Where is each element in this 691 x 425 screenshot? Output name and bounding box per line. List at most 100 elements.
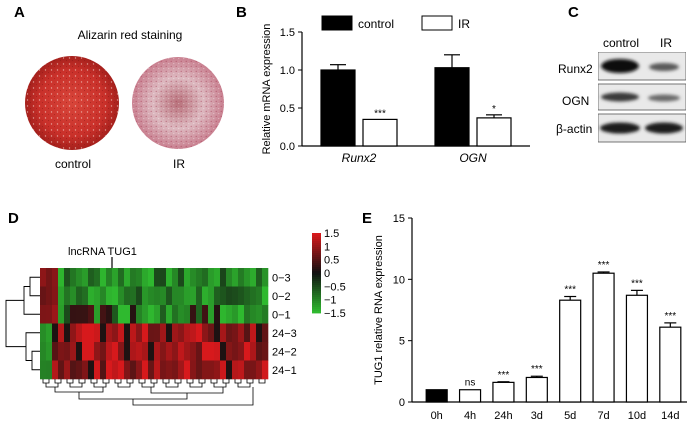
heatmap-cell <box>40 323 47 343</box>
panel-letter-c: C <box>568 4 579 21</box>
heatmap-cell <box>190 323 197 343</box>
heatmap-cell <box>190 268 197 287</box>
b-legend-label: IR <box>458 17 470 31</box>
e-tick-label: 15 <box>393 213 405 225</box>
heatmap-cell <box>100 360 107 380</box>
heatmap-cell <box>250 268 257 287</box>
heatmap-cell <box>46 268 53 287</box>
panel-letter-e: E <box>362 210 373 227</box>
color-scale-segment <box>312 247 321 250</box>
heatmap-cell <box>226 342 233 361</box>
b-legend-label: control <box>358 17 394 31</box>
e-category-label: 3d <box>531 410 543 422</box>
heatmap-cell <box>112 305 119 324</box>
color-scale-segment <box>312 253 321 256</box>
column-dendrogram <box>54 387 104 393</box>
column-dendrogram <box>198 379 206 384</box>
blot-col-control: control <box>602 36 640 50</box>
b-tick-label: 1.5 <box>280 27 295 39</box>
column-dendrogram <box>222 379 230 384</box>
heatmap-cell <box>190 360 197 380</box>
b-bar <box>320 69 356 147</box>
heatmap-cell <box>184 286 191 306</box>
panel-letter-b: B <box>236 4 247 21</box>
column-dendrogram <box>162 379 170 384</box>
heatmap-cell <box>70 342 77 361</box>
heatmap-cell <box>238 305 245 324</box>
color-scale-segment <box>312 283 321 286</box>
color-scale-label: −1 <box>324 295 337 307</box>
heatmap-cell <box>232 268 239 287</box>
heatmap-cell <box>154 268 161 287</box>
color-scale-segment <box>312 287 321 290</box>
color-scale-segment <box>312 267 321 270</box>
band-ogn-ir <box>648 94 680 102</box>
ir-well <box>132 57 224 149</box>
b-bar <box>476 117 512 147</box>
heatmap-cell <box>172 360 179 380</box>
heatmap-cell <box>94 342 101 361</box>
column-dendrogram <box>93 383 107 388</box>
heatmap-cell <box>220 342 227 361</box>
e-bar <box>625 294 649 403</box>
column-dendrogram <box>78 379 86 384</box>
heatmap-row-label: 24−3 <box>272 328 297 340</box>
heatmap-cell <box>202 323 209 343</box>
heatmap-cell <box>244 286 251 306</box>
heatmap-cell <box>118 305 125 324</box>
heatmap-cell <box>94 360 101 380</box>
color-scale-segment <box>312 245 321 248</box>
color-scale-segment <box>312 237 321 240</box>
column-dendrogram <box>69 383 83 388</box>
blot-row-ogn: OGN <box>562 94 590 108</box>
heatmap-cell <box>220 286 227 306</box>
heatmap-cell <box>52 342 59 361</box>
heatmap-row-label: 0−1 <box>272 309 291 321</box>
e-bar <box>458 389 482 403</box>
color-scale-segment <box>312 261 321 264</box>
color-scale-segment <box>312 277 321 280</box>
heatmap-cell <box>136 305 143 324</box>
heatmap-cell <box>148 342 155 361</box>
e-significance: *** <box>664 311 676 322</box>
color-scale-segment <box>312 243 321 246</box>
heatmap-cell <box>202 286 209 306</box>
heatmap-cell <box>172 305 179 324</box>
column-dendrogram <box>54 379 62 384</box>
heatmap-cell <box>196 323 203 343</box>
heatmap-cell <box>40 360 47 380</box>
heatmap-cell <box>148 268 155 287</box>
heatmap-cell <box>220 305 227 324</box>
heatmap-cell <box>190 305 197 324</box>
heatmap-cell <box>94 323 101 343</box>
e-significance: *** <box>598 260 610 271</box>
heatmap-cell <box>262 286 269 306</box>
heatmap-cell <box>232 342 239 361</box>
e-bar <box>659 326 682 403</box>
heatmap-cell <box>124 323 131 343</box>
heatmap-cell <box>214 342 221 361</box>
heatmap-cell <box>58 342 65 361</box>
heatmap-cell <box>160 286 167 306</box>
column-dendrogram <box>141 383 155 388</box>
heatmap-cell <box>82 360 89 380</box>
chart-b: 0.0 0.5 1.0 1.5 Relative mRNA expression cont… <box>261 15 530 165</box>
heatmap-cell <box>100 286 107 306</box>
heatmap-cell <box>214 360 221 380</box>
heatmap-cell <box>148 323 155 343</box>
heatmap-cell <box>46 305 53 324</box>
heatmap-cell <box>196 305 203 324</box>
heatmap-cell <box>172 323 179 343</box>
heatmap-cell <box>64 286 71 306</box>
heatmap-row-label: 0−2 <box>272 291 291 303</box>
heatmap-row-label: 0−3 <box>272 272 291 284</box>
heatmap-annotation: lncRNA TUG1 <box>68 246 137 258</box>
column-dendrogram <box>234 379 242 384</box>
heatmap-cell <box>172 342 179 361</box>
control-well <box>25 56 119 150</box>
heatmap-cell <box>166 305 173 324</box>
heatmap-cell <box>226 305 233 324</box>
b-legend-swatch <box>421 15 453 31</box>
e-category-label: 0h <box>431 410 443 422</box>
